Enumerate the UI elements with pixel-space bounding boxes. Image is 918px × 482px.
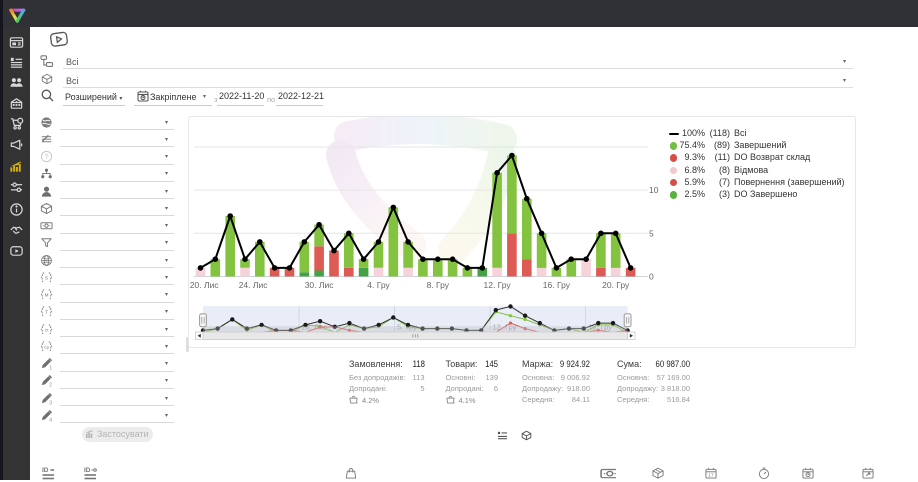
svg-text:x: x	[357, 401, 358, 404]
svg-text:4: 4	[49, 417, 52, 421]
svg-text:Ct: Ct	[44, 327, 49, 332]
svg-text:8. Гру: 8. Гру	[427, 280, 450, 290]
svg-text:16. Гру: 16. Гру	[543, 280, 571, 290]
svg-text:S: S	[44, 275, 47, 280]
svg-text:24. Лис: 24. Лис	[239, 280, 269, 290]
svg-text:12. Гру: 12. Гру	[484, 280, 512, 290]
svg-text:Cp: Cp	[44, 344, 49, 349]
svg-text:x: x	[454, 401, 455, 404]
svg-text:5: 5	[649, 228, 654, 238]
svg-text:2: 2	[49, 383, 52, 387]
svg-text:1: 1	[49, 366, 52, 370]
svg-text:?: ?	[44, 152, 48, 161]
svg-text:4. Гру: 4. Гру	[367, 280, 390, 290]
svg-text:19. Гру: 19. Гру	[588, 323, 612, 332]
svg-text:20. Гру: 20. Гру	[602, 280, 630, 290]
svg-text:T: T	[45, 310, 48, 315]
svg-text:30. Лис: 30. Лис	[305, 280, 335, 290]
svg-text:3: 3	[49, 400, 52, 404]
svg-text:M: M	[44, 292, 48, 297]
svg-text:28. Лис: 28. Лис	[302, 323, 328, 332]
svg-text:0: 0	[649, 272, 654, 282]
svg-text:10: 10	[649, 185, 659, 195]
svg-text:20. Лис: 20. Лис	[190, 280, 220, 290]
svg-text:17: 17	[708, 473, 714, 478]
